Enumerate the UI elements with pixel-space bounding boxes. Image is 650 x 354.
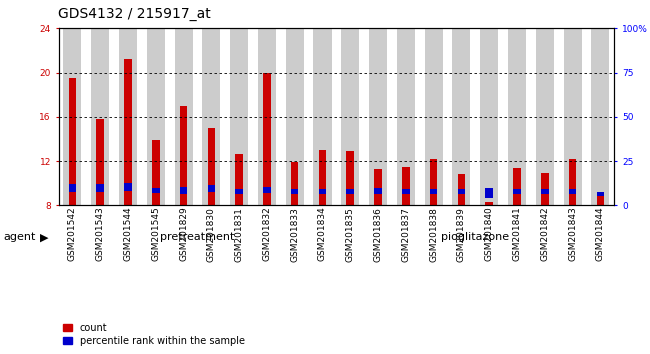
- Bar: [202, 28, 220, 205]
- Bar: [263, 187, 270, 193]
- Bar: [374, 188, 382, 194]
- Bar: [486, 202, 493, 205]
- Bar: [147, 28, 165, 205]
- Bar: [285, 28, 304, 205]
- Bar: [96, 184, 104, 192]
- Bar: [291, 189, 298, 194]
- Bar: [263, 73, 270, 205]
- Bar: [369, 28, 387, 205]
- Bar: [152, 140, 159, 205]
- Bar: [402, 167, 410, 205]
- Bar: [235, 189, 243, 194]
- Bar: [430, 159, 437, 205]
- Bar: [207, 185, 215, 192]
- Bar: [63, 28, 81, 205]
- Bar: [508, 28, 526, 205]
- Bar: [597, 192, 604, 196]
- Legend: count, percentile rank within the sample: count, percentile rank within the sample: [63, 323, 245, 346]
- Text: pioglitazone: pioglitazone: [441, 232, 510, 242]
- Bar: [69, 78, 76, 205]
- Bar: [458, 189, 465, 194]
- Text: ▶: ▶: [40, 232, 49, 242]
- Bar: [91, 28, 109, 205]
- Bar: [313, 28, 332, 205]
- Bar: [536, 28, 554, 205]
- Text: GDS4132 / 215917_at: GDS4132 / 215917_at: [58, 7, 211, 21]
- Bar: [480, 28, 499, 205]
- Bar: [452, 28, 471, 205]
- Bar: [592, 28, 610, 205]
- Bar: [69, 184, 76, 192]
- Bar: [458, 175, 465, 205]
- Bar: [514, 189, 521, 194]
- Bar: [374, 169, 382, 205]
- Bar: [597, 194, 604, 205]
- Bar: [569, 189, 577, 194]
- Bar: [346, 151, 354, 205]
- Bar: [258, 28, 276, 205]
- Bar: [180, 187, 187, 194]
- Bar: [174, 28, 192, 205]
- Text: agent: agent: [3, 232, 36, 242]
- Bar: [569, 159, 577, 205]
- Bar: [180, 106, 187, 205]
- Bar: [152, 188, 159, 193]
- Bar: [541, 173, 549, 205]
- Bar: [541, 189, 549, 194]
- Bar: [235, 154, 243, 205]
- Bar: [119, 28, 137, 205]
- Bar: [318, 189, 326, 194]
- Bar: [514, 168, 521, 205]
- Bar: [124, 183, 132, 191]
- Text: pretreatment: pretreatment: [161, 232, 235, 242]
- Bar: [96, 119, 104, 205]
- Bar: [341, 28, 359, 205]
- Bar: [430, 189, 437, 194]
- Bar: [207, 128, 215, 205]
- Bar: [346, 189, 354, 194]
- Bar: [318, 150, 326, 205]
- Bar: [486, 188, 493, 198]
- Bar: [564, 28, 582, 205]
- Bar: [396, 28, 415, 205]
- Bar: [124, 59, 132, 205]
- Bar: [230, 28, 248, 205]
- Bar: [402, 189, 410, 194]
- Bar: [291, 162, 298, 205]
- Bar: [424, 28, 443, 205]
